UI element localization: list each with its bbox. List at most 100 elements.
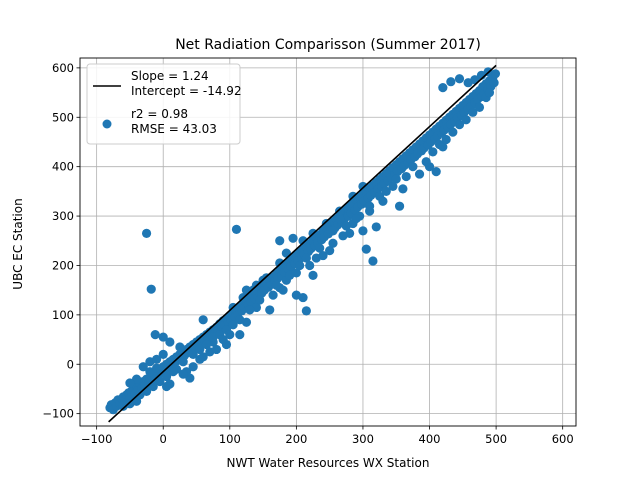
- data-point: [441, 134, 451, 145]
- data-point: [141, 228, 152, 238]
- data-point: [295, 260, 305, 271]
- data-point: [151, 363, 162, 373]
- data-point: [131, 374, 142, 384]
- data-point: [298, 236, 308, 246]
- data-point: [235, 315, 245, 325]
- legend-box: [86, 63, 241, 145]
- plot-frame: [79, 57, 577, 427]
- data-point: [431, 167, 441, 177]
- data-point: [268, 290, 278, 300]
- data-point: [211, 344, 222, 355]
- data-point: [125, 378, 135, 388]
- data-point: [275, 258, 285, 268]
- data-point: [454, 74, 465, 84]
- x-tick-label: 400: [419, 432, 441, 446]
- y-tick-label: 300: [52, 209, 74, 223]
- data-point: [178, 369, 188, 379]
- data-point: [374, 191, 385, 201]
- data-point: [394, 201, 405, 211]
- data-point: [401, 171, 411, 182]
- legend-slope: Slope = 1.24: [131, 69, 209, 83]
- data-point: [321, 218, 331, 229]
- data-point: [298, 292, 308, 303]
- data-point: [468, 107, 478, 117]
- data-point: [188, 349, 198, 359]
- data-point: [175, 342, 185, 352]
- data-point: [318, 250, 328, 261]
- y-tick-label: 0: [67, 357, 74, 371]
- data-point: [161, 372, 172, 382]
- data-point: [158, 332, 168, 342]
- data-point: [371, 222, 381, 232]
- data-point: [448, 127, 458, 137]
- data-point: [463, 78, 473, 88]
- x-tick-label: 500: [485, 432, 507, 446]
- data-point: [351, 213, 361, 224]
- data-point: [225, 330, 235, 340]
- chart-title: Net Radiation Comparisson (Summer 2017): [175, 37, 481, 53]
- legend-scatter-marker: [102, 119, 112, 129]
- y-tick-label: 400: [52, 160, 74, 174]
- x-tick-label: 100: [219, 432, 241, 446]
- y-tick-label: 100: [52, 308, 74, 322]
- data-point: [341, 221, 351, 231]
- data-point: [438, 83, 448, 93]
- data-point: [288, 233, 298, 243]
- x-axis-label: NWT Water Resources WX Station: [227, 456, 430, 470]
- y-tick-label: 500: [52, 110, 74, 124]
- data-point: [358, 181, 368, 192]
- data-point: [338, 231, 348, 241]
- data-point: [151, 354, 162, 364]
- data-point: [201, 339, 212, 350]
- data-point: [138, 362, 148, 372]
- data-point: [328, 226, 338, 236]
- data-point: [165, 337, 175, 347]
- data-point: [489, 78, 499, 88]
- fit-line-group: [108, 64, 497, 423]
- data-point: [168, 367, 178, 377]
- data-point: [388, 181, 398, 192]
- data-point: [146, 284, 156, 294]
- data-point: [245, 305, 255, 315]
- data-point: [325, 246, 335, 256]
- data-point: [218, 334, 228, 345]
- data-point: [198, 352, 208, 362]
- data-point: [428, 147, 438, 157]
- data-point: [198, 315, 208, 325]
- data-point: [454, 120, 465, 130]
- data-point: [391, 174, 401, 184]
- data-point: [308, 270, 318, 280]
- y-tick-label: 200: [52, 258, 74, 272]
- data-point: [446, 77, 456, 87]
- legend-rmse: RMSE = 43.03: [131, 122, 217, 136]
- x-tick-label: 300: [352, 432, 374, 446]
- data-point: [484, 87, 495, 98]
- x-tick-label: 600: [552, 432, 574, 446]
- legend: Slope = 1.24 Intercept = -14.92 r2 = 0.9…: [86, 63, 242, 145]
- legend-intercept: Intercept = -14.92: [131, 84, 242, 98]
- data-point: [414, 169, 425, 179]
- data-point: [301, 306, 311, 316]
- data-point: [358, 226, 368, 236]
- data-point: [158, 349, 168, 359]
- data-point: [315, 243, 325, 253]
- fit-line: [108, 64, 497, 423]
- data-point: [421, 157, 431, 167]
- data-point: [368, 256, 378, 266]
- data-point: [178, 357, 188, 367]
- data-point: [278, 285, 288, 295]
- data-point: [148, 381, 158, 392]
- x-tick-label: −100: [81, 432, 113, 446]
- data-point: [235, 330, 245, 340]
- data-point: [161, 381, 172, 392]
- y-tick-label: 600: [52, 61, 74, 75]
- data-point: [461, 115, 471, 125]
- data-point: [231, 224, 242, 235]
- data-point: [155, 376, 165, 387]
- data-point: [490, 69, 501, 79]
- data-point: [381, 186, 391, 196]
- data-point: [271, 280, 282, 290]
- y-axis-label: UBC EC Station: [11, 198, 25, 289]
- data-point: [275, 236, 285, 246]
- data-point: [361, 244, 371, 254]
